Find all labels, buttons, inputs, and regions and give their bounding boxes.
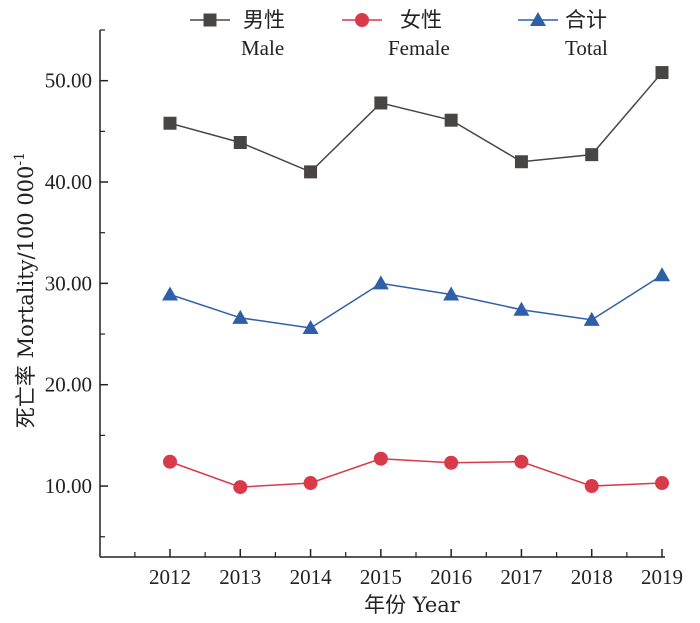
y-tick-label: 40.00 xyxy=(45,170,92,194)
data-point-triangle xyxy=(302,319,319,334)
legend-item-male: 男性 Male xyxy=(190,8,285,60)
y-tick-label: 10.00 xyxy=(45,474,92,498)
y-tick-label: 50.00 xyxy=(45,69,92,93)
y-tick-label: 30.00 xyxy=(45,271,92,295)
series-female xyxy=(163,451,669,495)
series-line xyxy=(169,274,663,329)
series-layer xyxy=(162,66,670,495)
data-point-circle xyxy=(514,454,529,469)
data-point-circle xyxy=(355,13,369,27)
legend-label-en: Female xyxy=(388,36,450,60)
y-tick-label: 20.00 xyxy=(45,373,92,397)
y-ticks: 10.00 20.00 30.00 40.00 50.00 xyxy=(45,29,108,538)
data-point-square xyxy=(514,155,528,169)
x-tick-label: 2012 xyxy=(149,565,191,589)
data-point-square xyxy=(444,113,458,127)
data-point-circle xyxy=(373,451,388,466)
y-axis-title-superscript: -1 xyxy=(12,152,28,166)
data-point-circle xyxy=(655,476,669,491)
data-point-circle xyxy=(584,479,599,494)
data-point-triangle xyxy=(232,309,249,324)
x-tick-label: 2019 xyxy=(641,565,683,589)
data-point-square xyxy=(304,165,318,179)
legend: 男性 Male 女性 Female 合计 Total xyxy=(190,8,608,60)
x-tick-label: 2015 xyxy=(360,565,402,589)
legend-item-female: 女性 Female xyxy=(342,8,450,60)
x-tick-label: 2017 xyxy=(500,565,542,589)
data-point-triangle xyxy=(162,286,178,301)
series-line xyxy=(169,72,663,173)
data-point-triangle xyxy=(530,12,546,26)
y-axis-title-main: 死亡率 Mortality/100 000 xyxy=(14,166,38,428)
data-point-square xyxy=(163,116,177,130)
legend-label-cn: 男性 xyxy=(243,8,285,32)
x-axis-title: 年份 Year xyxy=(364,593,461,617)
series-total xyxy=(162,267,670,334)
legend-label-cn: 合计 xyxy=(565,8,607,32)
legend-label-en: Total xyxy=(565,36,608,60)
legend-label-cn: 女性 xyxy=(400,8,442,32)
data-point-circle xyxy=(233,480,248,495)
y-axis-title: 死亡率 Mortality/100 000-1 xyxy=(12,152,38,428)
series-line xyxy=(169,457,663,488)
data-point-square xyxy=(374,96,388,110)
data-point-triangle xyxy=(583,311,600,326)
x-tick-label: 2016 xyxy=(430,565,472,589)
x-tick-label: 2013 xyxy=(219,565,261,589)
data-point-circle xyxy=(303,476,318,491)
data-point-square xyxy=(655,66,669,80)
data-point-square xyxy=(585,148,599,162)
data-point-triangle xyxy=(372,275,389,290)
legend-item-total: 合计 Total xyxy=(518,8,608,60)
data-point-square xyxy=(233,135,247,149)
data-point-triangle xyxy=(654,267,670,282)
data-point-circle xyxy=(444,455,459,470)
data-point-circle xyxy=(163,454,177,469)
x-ticks: 2012 2013 2014 2015 2016 2017 2018 2019 xyxy=(134,549,683,589)
x-tick-label: 2014 xyxy=(290,565,333,589)
legend-label-en: Male xyxy=(241,36,284,60)
series-male xyxy=(163,66,669,179)
data-point-square xyxy=(203,13,217,27)
data-point-triangle xyxy=(443,286,460,301)
x-tick-label: 2018 xyxy=(571,565,613,589)
data-point-triangle xyxy=(513,301,530,316)
